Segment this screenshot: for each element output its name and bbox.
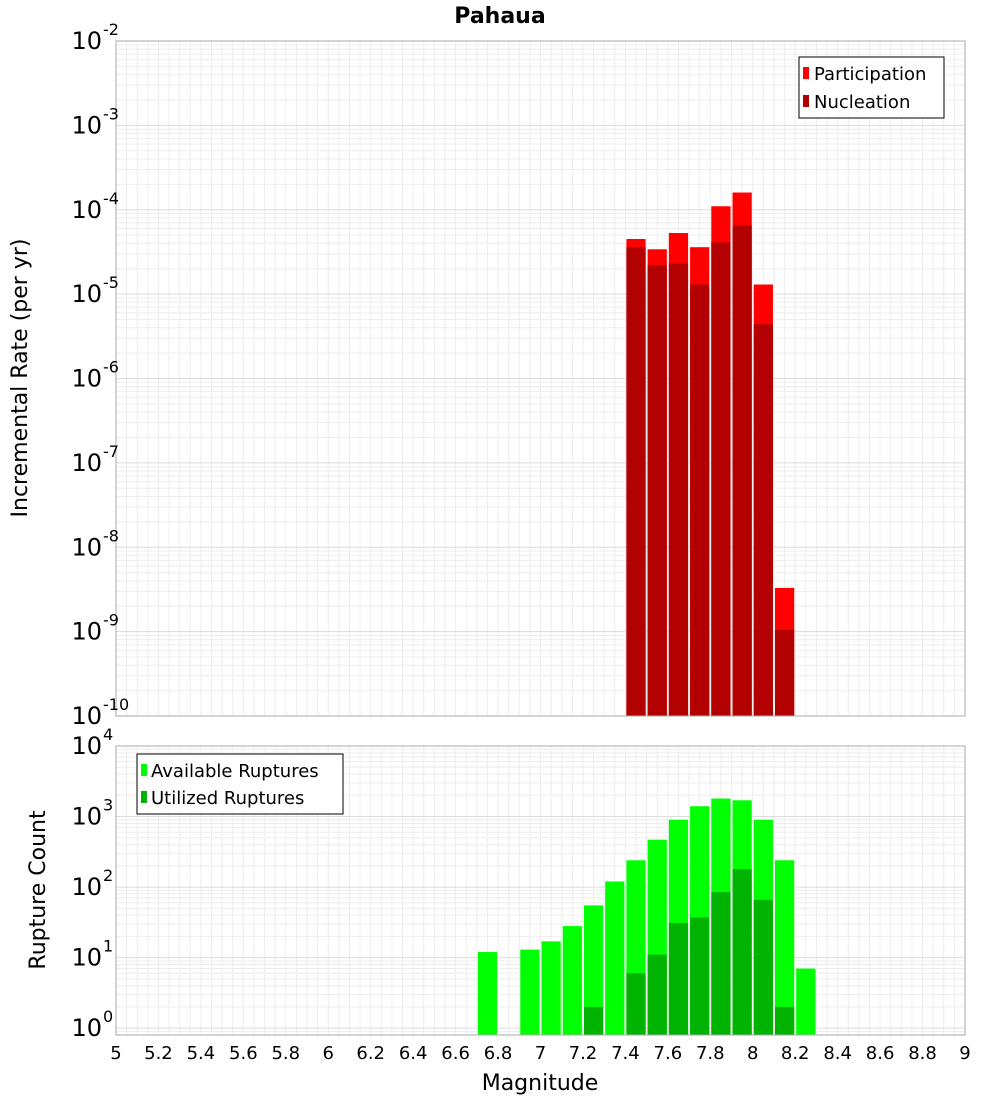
top-y-tick-exponent: -4 (103, 189, 119, 208)
x-axis-label: Magnitude (482, 1071, 599, 1096)
x-tick-label: 8.2 (781, 1043, 810, 1064)
bottom-y-tick-label: 10 (71, 944, 102, 972)
x-tick-label: 9 (959, 1043, 970, 1064)
chart-title: Pahaua (454, 4, 545, 29)
bottom-bars (477, 798, 816, 1035)
x-tick-label: 5 (110, 1043, 121, 1064)
top-y-tick-exponent: -2 (103, 20, 119, 39)
bottom-legend: Available Ruptures Utilized Ruptures (136, 753, 344, 815)
top-bar-nucleation (690, 284, 710, 716)
x-tick-label: 8 (747, 1043, 758, 1064)
bottom-bar-utilized-ruptures (690, 917, 710, 1035)
top-bar-nucleation (774, 629, 795, 716)
top-y-tick-label: 10 (71, 111, 102, 139)
x-tick-label: 7.8 (696, 1043, 725, 1064)
top-bar-nucleation (711, 242, 731, 716)
x-tick-label: 6.2 (356, 1043, 385, 1064)
bottom-y-tick-label: 10 (71, 732, 102, 760)
top-y-tick-exponent: -10 (103, 695, 129, 714)
top-grid (115, 40, 966, 717)
x-tick-label: 6.6 (441, 1043, 470, 1064)
bottom-bar-available-ruptures (605, 881, 625, 1035)
bottom-bar-available-ruptures (774, 860, 795, 1035)
top-y-tick-label: 10 (71, 27, 102, 55)
bottom-bar-utilized-ruptures (774, 1006, 795, 1035)
legend-label-available-ruptures: Available Ruptures (151, 761, 319, 782)
x-tick-label: 7.6 (654, 1043, 683, 1064)
x-tick-label: 6 (323, 1043, 334, 1064)
top-y-tick-exponent: -5 (103, 273, 119, 292)
bottom-bar-utilized-ruptures (753, 899, 773, 1035)
bottom-bar-utilized-ruptures (626, 973, 646, 1035)
top-bar-nucleation (626, 247, 646, 716)
x-tick-label: 8.4 (823, 1043, 852, 1064)
bottom-y-tick-exponent: 1 (103, 937, 113, 956)
top-bar-nucleation (668, 263, 689, 716)
top-y-tick-label: 10 (71, 365, 102, 393)
legend-swatch-available-ruptures (141, 764, 147, 776)
x-tick-label: 5.6 (229, 1043, 258, 1064)
top-bars (626, 192, 795, 717)
bottom-y-tick-label: 10 (71, 803, 102, 831)
top-y-tick-labels: 10-210-310-410-510-610-710-810-910-10 (71, 20, 129, 730)
top-y-tick-label: 10 (71, 618, 102, 646)
top-bar-nucleation (753, 324, 773, 716)
x-tick-label: 7 (535, 1043, 546, 1064)
top-y-tick-exponent: -9 (103, 611, 119, 630)
bottom-bar-available-ruptures (520, 949, 540, 1035)
legend-swatch-nucleation (803, 95, 809, 107)
bottom-bar-utilized-ruptures (583, 1006, 604, 1035)
top-y-tick-exponent: -6 (103, 358, 119, 377)
x-tick-labels: 5 5.2 5.4 5.6 5.8 6 6.2 6.4 6.6 6.8 7 7.2 7.4 7.6 7.8 8… (110, 1043, 970, 1064)
legend-swatch-utilized-ruptures (141, 791, 147, 803)
bottom-bar-available-ruptures (562, 926, 582, 1035)
x-tick-label: 6.8 (484, 1043, 513, 1064)
legend-label-participation: Participation (814, 64, 926, 85)
top-y-tick-label: 10 (71, 449, 102, 477)
bottom-bar-utilized-ruptures (711, 892, 731, 1035)
bottom-bar-available-ruptures (477, 952, 498, 1035)
top-y-tick-exponent: -3 (103, 104, 119, 123)
x-tick-label: 7.2 (569, 1043, 598, 1064)
x-tick-label: 8.8 (908, 1043, 937, 1064)
x-tick-label: 7.4 (611, 1043, 640, 1064)
bottom-y-tick-label: 10 (71, 1014, 102, 1042)
top-y-tick-label: 10 (71, 280, 102, 308)
top-y-tick-label: 10 (71, 196, 102, 224)
bottom-bar-available-ruptures (583, 905, 604, 1035)
top-legend: Participation Nucleation (798, 56, 945, 119)
top-y-tick-label: 10 (71, 702, 102, 730)
x-tick-label: 5.8 (271, 1043, 300, 1064)
bottom-y-tick-exponent: 2 (103, 866, 113, 885)
bottom-bar-available-ruptures (541, 941, 561, 1035)
top-y-tick-exponent: -8 (103, 526, 119, 545)
x-tick-label: 5.2 (144, 1043, 173, 1064)
bottom-bar-utilized-ruptures (668, 922, 689, 1035)
bottom-y-axis-label: Rupture Count (26, 810, 51, 970)
bottom-y-tick-label: 10 (71, 873, 102, 901)
x-tick-label: 5.4 (187, 1043, 216, 1064)
x-tick-label: 8.6 (866, 1043, 895, 1064)
bottom-y-tick-exponent: 3 (103, 796, 113, 815)
bottom-bar-utilized-ruptures (647, 954, 667, 1035)
top-y-tick-label: 10 (71, 533, 102, 561)
legend-label-utilized-ruptures: Utilized Ruptures (151, 788, 304, 809)
top-y-axis-label: Incremental Rate (per yr) (8, 239, 33, 518)
top-bar-nucleation (647, 265, 667, 716)
bottom-y-tick-exponent: 4 (103, 725, 113, 744)
bottom-y-tick-exponent: 0 (103, 1007, 113, 1026)
top-bar-nucleation (732, 225, 752, 716)
legend-label-nucleation: Nucleation (814, 92, 910, 113)
x-tick-label: 6.4 (399, 1043, 428, 1064)
participation-nucleation-panel: 10-210-310-410-510-610-710-810-910-10 In… (8, 20, 966, 730)
bottom-grid (115, 745, 966, 1036)
legend-swatch-participation (803, 67, 809, 79)
bottom-bar-available-ruptures (796, 968, 816, 1035)
top-y-tick-exponent: -7 (103, 442, 119, 461)
bottom-bar-utilized-ruptures (732, 869, 752, 1035)
